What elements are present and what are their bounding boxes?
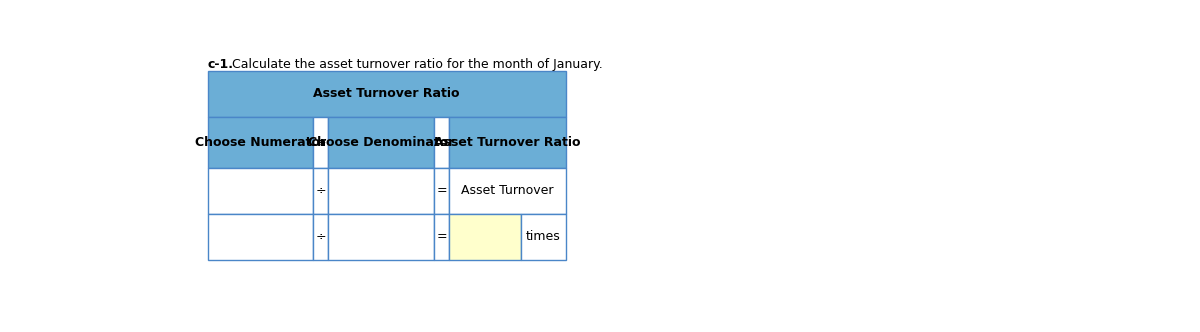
Bar bbox=[434, 117, 449, 168]
Text: =: = bbox=[436, 230, 446, 243]
Text: =: = bbox=[436, 135, 446, 149]
Bar bbox=[313, 168, 329, 214]
Text: times: times bbox=[526, 230, 560, 243]
Bar bbox=[449, 117, 565, 168]
Bar bbox=[449, 214, 521, 260]
Bar bbox=[208, 168, 313, 214]
Text: Asset Turnover Ratio: Asset Turnover Ratio bbox=[313, 87, 460, 100]
Text: =: = bbox=[436, 184, 446, 197]
Bar bbox=[329, 214, 434, 260]
Text: Calculate the asset turnover ratio for the month of January.: Calculate the asset turnover ratio for t… bbox=[228, 58, 602, 71]
Bar bbox=[313, 214, 329, 260]
Text: ÷: ÷ bbox=[316, 184, 326, 197]
Text: Choose Denominator: Choose Denominator bbox=[308, 135, 455, 149]
Bar bbox=[208, 70, 565, 117]
Bar bbox=[449, 168, 565, 214]
Text: ÷: ÷ bbox=[316, 135, 326, 149]
Bar bbox=[329, 168, 434, 214]
Bar bbox=[434, 214, 449, 260]
Bar bbox=[313, 117, 329, 168]
Bar bbox=[434, 168, 449, 214]
Text: Choose Numerator: Choose Numerator bbox=[194, 135, 326, 149]
Text: Asset Turnover: Asset Turnover bbox=[461, 184, 553, 197]
Bar bbox=[208, 214, 313, 260]
Bar bbox=[208, 117, 313, 168]
Bar bbox=[521, 214, 565, 260]
Text: c-1.: c-1. bbox=[208, 58, 234, 71]
Text: ÷: ÷ bbox=[316, 230, 326, 243]
Bar bbox=[329, 117, 434, 168]
Text: Asset Turnover Ratio: Asset Turnover Ratio bbox=[434, 135, 581, 149]
